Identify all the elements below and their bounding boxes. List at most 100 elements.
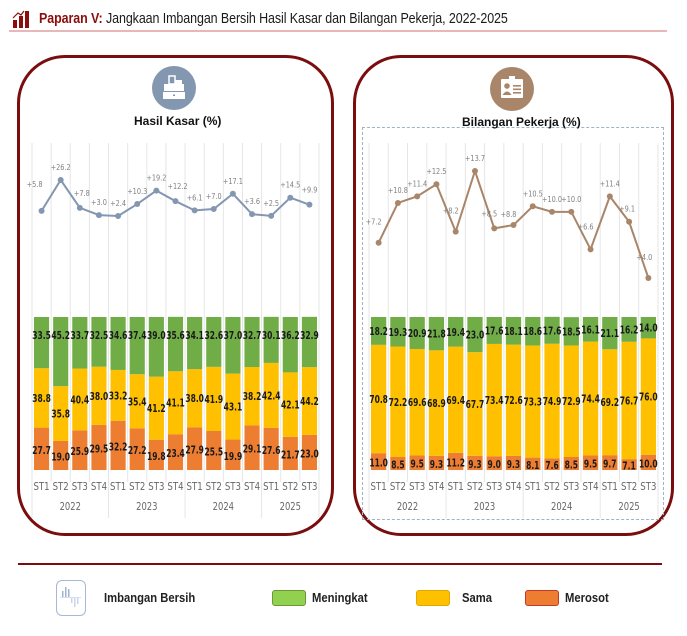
bar-segment-meningkat (505, 317, 522, 345)
net-balance-label: +3.6 (244, 197, 260, 207)
category-label: ST1 (448, 481, 464, 493)
net-balance-label: +7.8 (74, 188, 90, 198)
bar-data-label: 11.2 (446, 458, 465, 469)
net-balance-point (268, 212, 275, 219)
bar-data-label: 18.6 (523, 327, 542, 338)
bar-segment-merosot (467, 455, 483, 470)
panel-bilangan-pekerja (353, 55, 674, 536)
bar-segment-sama (428, 350, 445, 456)
bar-data-label: 69.6 (408, 398, 427, 409)
category-label: ST4 (91, 481, 107, 493)
net-balance-point (76, 204, 83, 211)
bar-data-label: 76.0 (639, 393, 658, 404)
bar-data-label: 30.1 (262, 331, 281, 342)
bar-data-label: 7.6 (545, 461, 558, 472)
category-label: ST3 (486, 481, 502, 493)
bar-data-label: 25.5 (204, 447, 223, 458)
bar-segment-meningkat (110, 317, 126, 370)
bar-data-label: 72.6 (504, 396, 523, 407)
net-balance-label: +8.8 (501, 209, 517, 219)
bar-segment-merosot (148, 439, 164, 470)
net-balance-point (510, 222, 517, 229)
year-label: 2025 (618, 501, 640, 513)
net-balance-point (38, 207, 45, 214)
bar-segment-meningkat (640, 317, 656, 339)
bar-data-label: 32.6 (204, 331, 223, 342)
net-balance-point (229, 190, 236, 197)
category-label: ST4 (582, 481, 598, 493)
bar-segment-sama (563, 345, 579, 457)
bar-data-label: 74.9 (543, 397, 562, 408)
net-balance-point (153, 187, 160, 194)
net-balance-point (375, 239, 382, 246)
year-label: 2025 (280, 501, 302, 513)
bar-data-label: 40.4 (71, 395, 90, 406)
bar-segment-meningkat (225, 317, 241, 374)
category-label: ST1 (33, 481, 49, 493)
bar-segment-merosot (486, 456, 502, 470)
category-label: ST3 (72, 481, 88, 493)
year-label: 2024 (551, 501, 573, 513)
legend-merosot-swatch (525, 590, 559, 606)
bar-segment-meningkat (467, 317, 483, 353)
bar-data-label: 18.5 (562, 327, 581, 338)
bar-segment-merosot (505, 455, 522, 470)
bar-data-label: 72.9 (562, 397, 581, 408)
bar-segment-merosot (91, 424, 107, 470)
title-rest: Jangkaan Imbangan Bersih Hasil Kasar dan… (102, 11, 508, 27)
panel-label-left: Hasil Kasar (%) (134, 114, 222, 128)
bar-segment-merosot (282, 436, 298, 470)
bar-segment-sama (72, 368, 88, 431)
bar-data-label: 9.5 (410, 460, 423, 471)
bar-segment-sama (544, 343, 560, 459)
bar-segment-sama (282, 372, 298, 437)
bar-segment-meningkat (390, 317, 406, 347)
bar-segment-sama (244, 367, 260, 426)
bar-segment-sama (148, 376, 164, 440)
bar-segment-meningkat (263, 316, 279, 363)
bar-segment-merosot (409, 455, 425, 470)
category-label: ST2 (53, 481, 69, 493)
bar-data-label: 27.6 (262, 446, 281, 457)
bar-segment-sama (640, 338, 656, 455)
net-balance-label: +11.4 (407, 179, 427, 189)
net-balance-label: +9.1 (619, 204, 635, 214)
legend-merosot-label: Merosot (565, 591, 609, 605)
bar-segment-merosot (167, 434, 184, 470)
bar-segment-merosot (390, 456, 406, 470)
net-balance-point (306, 201, 313, 208)
bar-data-label: 69.2 (601, 398, 620, 409)
bar-data-label: 42.1 (281, 401, 300, 412)
cash-register-icon (152, 66, 196, 110)
bar-segment-meningkat (301, 316, 317, 368)
net-balance-point (491, 225, 498, 232)
category-label: ST4 (428, 481, 444, 493)
net-balance-label: +2.4 (110, 198, 126, 208)
category-label: ST3 (301, 481, 317, 493)
net-balance-point (115, 213, 122, 219)
bar-segment-sama (110, 369, 126, 421)
bar-segment-sama (486, 343, 502, 457)
bar-data-label: 21.7 (281, 450, 300, 461)
category-label: ST1 (525, 481, 541, 493)
bar-data-label: 38.8 (32, 394, 51, 405)
bar-data-label: 27.9 (185, 446, 204, 457)
bar-data-label: 76.7 (620, 396, 639, 407)
bar-segment-meningkat (167, 316, 184, 372)
bar-segment-sama (301, 367, 317, 435)
net-balance-point (568, 208, 575, 215)
bar-segment-sama (129, 374, 145, 429)
bar-data-label: 45.2 (51, 331, 70, 342)
bar-data-label: 37.4 (128, 331, 147, 342)
bar-data-label: 69.4 (446, 396, 465, 407)
bar-data-label: 42.4 (262, 391, 281, 402)
category-label: ST3 (148, 481, 164, 493)
net-balance-point (433, 181, 440, 188)
bar-data-label: 38.2 (243, 392, 262, 403)
category-label: ST2 (390, 481, 406, 493)
net-balance-point (57, 177, 64, 183)
year-label: 2022 (60, 501, 81, 513)
bar-data-label: 10.0 (639, 459, 658, 470)
bar-segment-sama (263, 362, 279, 428)
